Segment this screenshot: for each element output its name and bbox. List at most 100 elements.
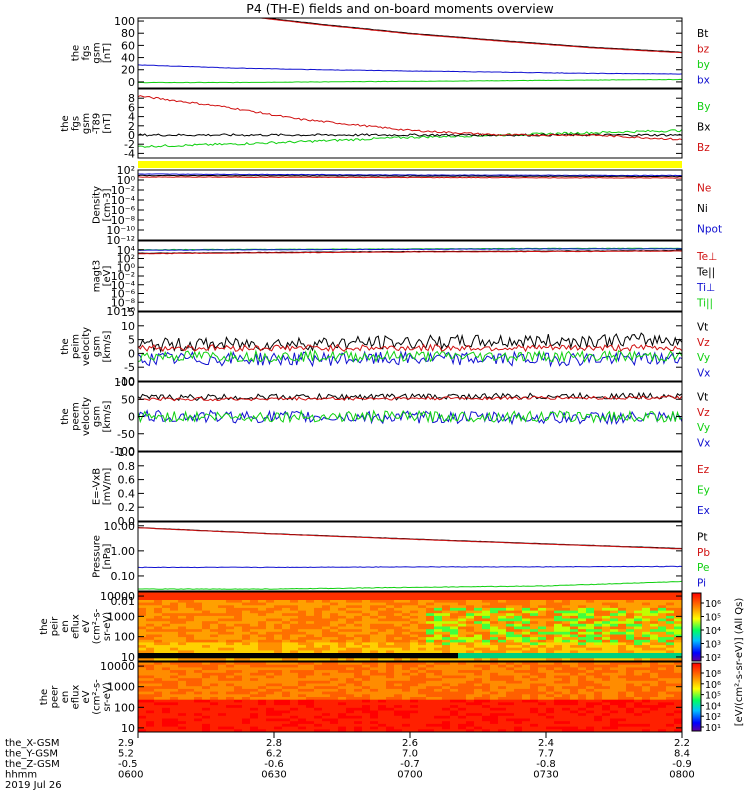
spectrogram-cell <box>546 699 555 703</box>
spectrogram-cell <box>458 675 467 679</box>
spectrogram-cell <box>218 713 227 717</box>
spectrogram-cell <box>674 718 682 722</box>
spectrogram-cell <box>170 637 179 641</box>
spectrogram-cell <box>314 629 323 633</box>
spectrogram-cell <box>514 621 523 625</box>
spectrogram-cell <box>250 639 259 644</box>
spectrogram-cell <box>162 610 171 614</box>
spectrogram-cell <box>402 645 411 649</box>
spectrogram-cell <box>626 697 635 701</box>
spectrogram-cell <box>466 680 475 685</box>
spectrogram-cell <box>298 634 307 638</box>
spectrogram-cell <box>266 607 275 612</box>
spectrogram-cell <box>258 688 267 693</box>
spectrogram-cell <box>266 621 275 625</box>
spectrogram-cell <box>458 672 467 677</box>
spectrogram-cell <box>618 618 627 622</box>
y-tick-label: 0 <box>128 347 135 360</box>
spectrogram-cell <box>218 672 227 677</box>
spectrogram-cell <box>530 688 539 693</box>
spectrogram-cell <box>394 670 403 674</box>
spectrogram-cell <box>306 600 315 604</box>
spectrogram-cell <box>186 655 195 659</box>
spectrogram-cell <box>442 723 451 728</box>
spectrogram-cell <box>490 664 499 668</box>
spectrogram-cell <box>378 678 387 682</box>
spectrogram-cell <box>530 605 539 609</box>
spectrogram-cell <box>402 607 411 612</box>
spectrogram-cell <box>626 613 635 617</box>
spectrogram-cell <box>330 655 339 659</box>
spectrogram-cell <box>514 702 523 706</box>
spectrogram-cell <box>202 688 211 693</box>
spectrogram-cell <box>274 637 283 641</box>
spectrogram-cell <box>274 631 283 636</box>
spectrogram-cell <box>634 647 643 651</box>
spectrogram-cell <box>490 613 499 617</box>
spectrogram-cell <box>482 688 491 693</box>
spectrogram-cell <box>578 653 587 657</box>
spectrogram-cell <box>282 697 291 701</box>
spectrogram-cell <box>642 600 651 604</box>
spectrogram-cell <box>634 655 643 659</box>
spectrogram-cell <box>658 629 667 633</box>
spectrogram-cell <box>354 723 363 728</box>
spectrogram-cell <box>442 613 451 617</box>
spectrogram-cell <box>482 650 491 654</box>
spectrogram-cell <box>466 600 475 604</box>
spectrogram-cell <box>594 637 603 641</box>
spectrogram-cell <box>298 642 307 646</box>
spectrogram-cell <box>346 650 355 654</box>
spectrogram-cell <box>474 600 483 604</box>
spectrogram-cell <box>434 610 443 614</box>
spectrogram-cell <box>602 626 611 630</box>
spectrogram-cell <box>378 605 387 609</box>
spectrogram-cell <box>626 694 635 698</box>
spectrogram-cell <box>658 675 667 679</box>
spectrogram-cell <box>314 662 323 666</box>
spectrogram-cell <box>290 613 299 617</box>
spectrogram-cell <box>386 594 395 598</box>
spectrogram-cell <box>170 610 179 614</box>
spectrogram-cell <box>298 729 307 732</box>
y-axis-label: E=-VxB <box>92 468 103 505</box>
spectrogram-cell <box>530 670 539 674</box>
spectrogram-cell <box>138 605 147 609</box>
spectrogram-cell <box>226 613 235 617</box>
spectrogram-cell <box>210 718 219 722</box>
spectrogram-cell <box>546 592 555 596</box>
spectrogram-cell <box>658 710 667 714</box>
spectrogram-cell <box>506 664 515 668</box>
colorbar-tick-label: 10⁴ <box>705 626 721 637</box>
spectrogram-cell <box>218 637 227 641</box>
spectrogram-cell <box>226 715 235 720</box>
spectrogram-cell <box>218 715 227 720</box>
spectrogram-cell <box>306 694 315 698</box>
spectrogram-cell <box>490 713 499 717</box>
spectrogram-cell <box>426 629 435 633</box>
spectrogram-cell <box>554 691 563 695</box>
spectrogram-cell <box>634 715 643 720</box>
spectrogram-cell <box>514 721 523 725</box>
spectrogram-cell <box>194 686 203 690</box>
spectrogram-cell <box>458 631 467 636</box>
spectrogram-cell <box>162 647 171 651</box>
spectrogram-cell <box>410 645 419 649</box>
spectrogram-cell <box>498 686 507 690</box>
spectrogram-cell <box>154 667 163 671</box>
y-tick-label: 1000 <box>107 610 135 623</box>
spectrogram-cell <box>450 655 459 659</box>
spectrogram-cell <box>394 675 403 679</box>
spectrogram-cell <box>306 675 315 679</box>
spectrogram-cell <box>370 639 379 644</box>
spectrogram-cell <box>538 702 547 706</box>
y-tick-label: 4 <box>128 111 135 124</box>
spectrogram-cell <box>610 662 619 666</box>
spectrogram-cell <box>258 670 267 674</box>
spectrogram-cell <box>658 702 667 706</box>
spectrogram-cell <box>434 691 443 695</box>
spectrogram-cell <box>290 642 299 646</box>
spectrogram-cell <box>258 631 267 636</box>
spectrogram-cell <box>146 662 155 666</box>
spectrogram-cell <box>546 629 555 633</box>
